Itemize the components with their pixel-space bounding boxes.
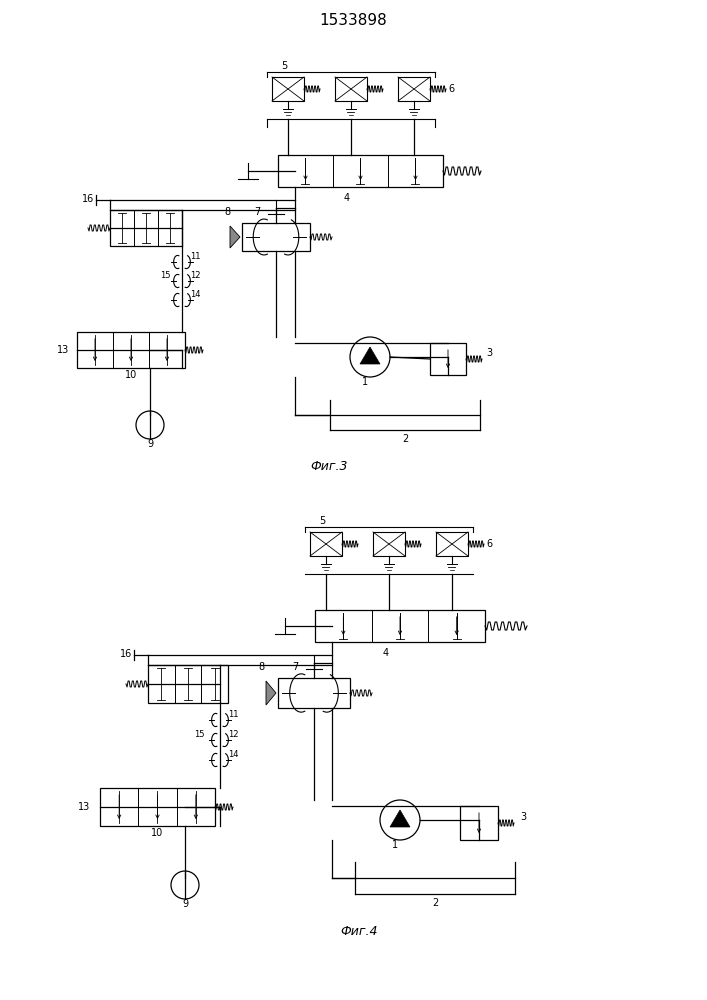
Text: 16: 16	[120, 649, 132, 659]
Text: 5: 5	[320, 516, 326, 526]
Bar	[460, 806, 498, 840]
Bar	[335, 77, 367, 101]
Bar	[148, 665, 228, 703]
Bar	[310, 532, 342, 556]
Text: 3: 3	[486, 348, 492, 358]
Bar	[100, 788, 215, 826]
Text: 6: 6	[448, 84, 454, 94]
Bar	[272, 77, 304, 101]
Text: 3: 3	[520, 812, 526, 822]
Text: 4: 4	[383, 648, 389, 658]
Text: 13: 13	[78, 802, 90, 812]
Bar	[242, 223, 310, 251]
Bar	[436, 532, 468, 556]
Text: 11: 11	[190, 252, 201, 261]
Bar	[373, 532, 405, 556]
Bar	[398, 77, 430, 101]
Bar	[110, 210, 182, 246]
Text: 5: 5	[281, 61, 288, 71]
Bar	[278, 678, 350, 708]
Text: 10: 10	[125, 370, 137, 380]
Polygon shape	[266, 681, 276, 705]
Text: 1533898: 1533898	[319, 13, 387, 28]
Polygon shape	[230, 226, 240, 248]
Text: 2: 2	[432, 898, 438, 908]
Text: 2: 2	[402, 434, 408, 444]
Text: 16: 16	[82, 194, 94, 204]
Text: Фиг.3: Фиг.3	[310, 460, 348, 473]
Text: 6: 6	[486, 539, 492, 549]
Text: Фиг.4: Фиг.4	[340, 925, 378, 938]
Polygon shape	[360, 347, 380, 364]
Text: 14: 14	[190, 290, 201, 299]
Text: 15: 15	[160, 271, 170, 280]
Text: 12: 12	[190, 271, 201, 280]
Bar	[278, 155, 443, 187]
Text: 9: 9	[147, 439, 153, 449]
Text: 8: 8	[258, 662, 264, 672]
Text: 8: 8	[224, 207, 230, 217]
Text: 7: 7	[292, 662, 298, 672]
Text: 9: 9	[182, 899, 188, 909]
Text: 10: 10	[151, 828, 163, 838]
Polygon shape	[390, 810, 410, 827]
Text: 15: 15	[194, 730, 204, 739]
Text: 13: 13	[57, 345, 69, 355]
Text: 1: 1	[392, 840, 398, 850]
Bar	[430, 343, 466, 375]
Text: 14: 14	[228, 750, 238, 759]
Text: 7: 7	[254, 207, 260, 217]
Text: 11: 11	[228, 710, 238, 719]
Bar	[315, 610, 485, 642]
Text: 1: 1	[362, 377, 368, 387]
Text: 12: 12	[228, 730, 238, 739]
Text: 4: 4	[344, 193, 350, 203]
Bar	[77, 332, 185, 368]
